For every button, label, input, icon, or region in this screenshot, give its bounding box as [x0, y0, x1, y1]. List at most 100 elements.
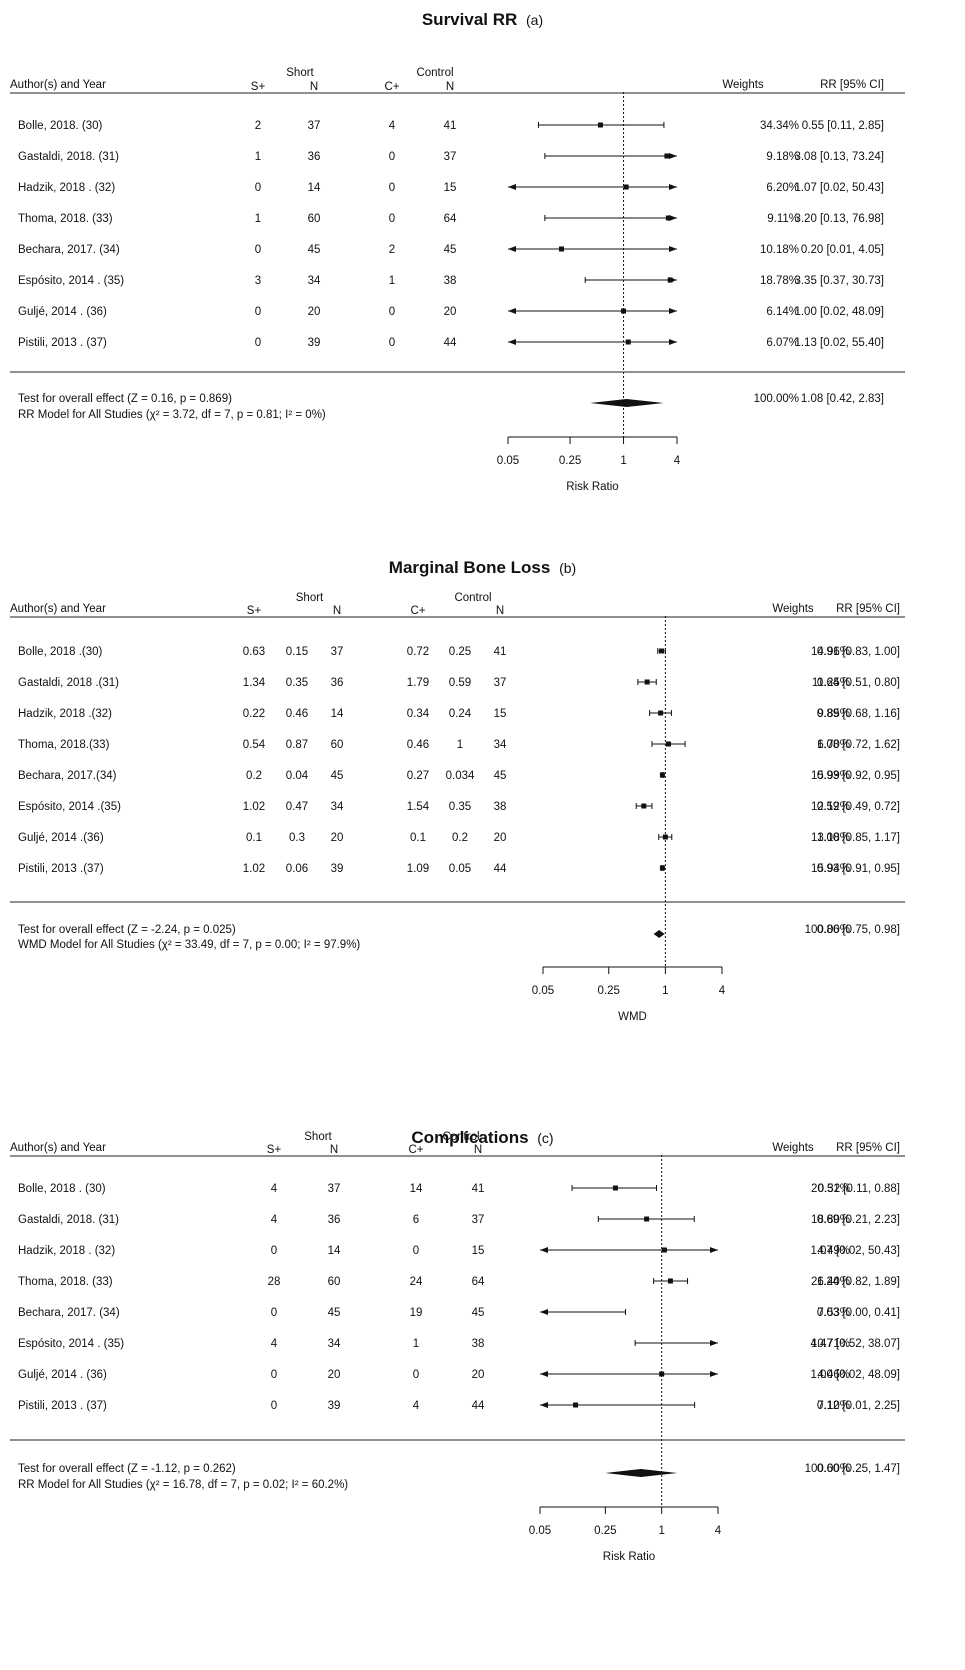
- control-group-value: 44: [472, 1400, 485, 1412]
- header-col-n: N: [333, 605, 341, 617]
- control-group-value: 37: [472, 1214, 485, 1226]
- control-group-value: 1.54: [407, 801, 430, 813]
- study-effect-ci: 3.35 [0.37, 30.73]: [794, 275, 884, 287]
- study-label: Bolle, 2018 . (30): [18, 1183, 106, 1195]
- header-col-n: N: [330, 1144, 338, 1156]
- overall-model-stats: RR Model for All Studies (χ² = 3.72, df …: [18, 409, 326, 421]
- point-estimate: [659, 1371, 665, 1377]
- point-estimate: [641, 803, 647, 809]
- control-group-value: 0.46: [407, 739, 429, 751]
- ci-arrow-right: [669, 308, 677, 314]
- short-group-value: 0.22: [243, 708, 265, 720]
- point-estimate: [659, 772, 665, 778]
- control-group-value: 6: [413, 1214, 419, 1226]
- short-group-value: 0.15: [286, 646, 308, 658]
- short-group-value: 28: [268, 1276, 281, 1288]
- study-effect-ci: 0.89 [0.68, 1.16]: [817, 708, 900, 720]
- control-group-value: 4: [413, 1400, 420, 1412]
- study-label: Guljé, 2014 .(36): [18, 832, 104, 844]
- study-label: Thoma, 2018. (33): [18, 213, 113, 225]
- study-effect-ci: 0.32 [0.11, 0.88]: [818, 1183, 900, 1195]
- header-col-c: C+: [408, 1144, 423, 1156]
- x-tick-label: 0.05: [497, 455, 519, 467]
- overall-effect-ci: 0.86 [0.75, 0.98]: [817, 924, 900, 936]
- ci-arrow-right: [710, 1340, 718, 1346]
- point-estimate: [659, 865, 665, 871]
- forest-plot-bone-loss: Author(s) and Year Short Control S+ N C+ N Weig…: [10, 592, 905, 1023]
- study-weight: 4.49%: [817, 1245, 850, 1257]
- control-group-value: 1: [413, 1338, 419, 1350]
- ci-arrow-left: [508, 246, 516, 252]
- control-group-value: 20: [472, 1369, 485, 1381]
- control-group-value: 24: [410, 1276, 423, 1288]
- study-effect-ci: 0.91 [0.83, 1.00]: [817, 646, 900, 658]
- control-group-value: 64: [472, 1276, 485, 1288]
- study-effect-ci: 1.08 [0.72, 1.62]: [817, 739, 900, 751]
- control-group-value: 20: [494, 832, 507, 844]
- x-tick-label: 0.25: [594, 1525, 616, 1537]
- short-group-value: 45: [328, 1307, 341, 1319]
- header-col-c: C+: [384, 81, 399, 93]
- short-group-value: 36: [308, 151, 321, 163]
- short-group-value: 39: [308, 337, 321, 349]
- control-group-value: 0.27: [407, 770, 429, 782]
- short-group-value: 14: [308, 182, 321, 194]
- study-weight: 10.71%: [811, 1338, 850, 1350]
- study-effect-ci: 0.69 [0.21, 2.23]: [817, 1214, 900, 1226]
- study-weight: 34.34%: [760, 120, 799, 132]
- short-group-value: 3: [255, 275, 261, 287]
- study-weight: 26.40%: [811, 1276, 850, 1288]
- control-group-value: 1: [389, 275, 395, 287]
- short-group-value: 1.34: [243, 677, 266, 689]
- study-effect-ci: 1.00 [0.85, 1.17]: [817, 832, 900, 844]
- control-group-value: 0: [389, 182, 395, 194]
- study-label: Gastaldi, 2018. (31): [18, 1214, 119, 1226]
- point-estimate: [666, 741, 672, 747]
- header-study: Author(s) and Year: [10, 603, 106, 615]
- header-col-n: N: [474, 1144, 482, 1156]
- header-weights: Weights: [772, 1142, 814, 1154]
- ci-arrow-left: [508, 339, 516, 345]
- forest-panel-bone-loss: Marginal Bone Loss (b) Author(s) and Yea…: [0, 555, 965, 1075]
- short-group-value: 37: [331, 646, 344, 658]
- control-group-value: 0.1: [410, 832, 426, 844]
- point-estimate: [662, 834, 668, 840]
- header-col-n: N: [496, 605, 504, 617]
- ci-arrow-right: [669, 246, 677, 252]
- study-label: Thoma, 2018.(33): [18, 739, 110, 751]
- short-group-value: 0: [255, 182, 261, 194]
- header-col-c: C+: [410, 605, 425, 617]
- header-group-control: Control: [454, 592, 491, 604]
- study-effect-ci: 1.00 [0.02, 48.09]: [810, 1369, 900, 1381]
- control-group-value: 0: [413, 1245, 419, 1257]
- overall-effect-ci: 0.60 [0.25, 1.47]: [817, 1463, 900, 1475]
- overall-effect-test: Test for overall effect (Z = -1.12, p = …: [18, 1463, 236, 1475]
- short-group-value: 14: [328, 1245, 341, 1257]
- study-effect-ci: 0.55 [0.11, 2.85]: [802, 120, 884, 132]
- control-group-value: 41: [472, 1183, 485, 1195]
- control-group-value: 1.79: [407, 677, 429, 689]
- x-axis-title: Risk Ratio: [603, 1551, 655, 1563]
- point-estimate: [621, 308, 627, 314]
- header-effect: RR [95% CI]: [836, 603, 900, 615]
- overall-diamond: [590, 399, 664, 407]
- header-group-control: Control: [442, 1131, 479, 1143]
- study-weight: 18.80%: [811, 1214, 850, 1226]
- ci-arrow-left: [540, 1371, 548, 1377]
- header-group-short: Short: [304, 1131, 332, 1143]
- study-weight: 14.96%: [811, 646, 850, 658]
- short-group-value: 45: [308, 244, 321, 256]
- study-label: Espósito, 2014 . (35): [18, 1338, 124, 1350]
- control-group-value: 1: [457, 739, 463, 751]
- control-group-value: 0.2: [452, 832, 468, 844]
- control-group-value: 20: [444, 306, 457, 318]
- study-effect-ci: 0.03 [0.00, 0.41]: [817, 1307, 900, 1319]
- point-estimate: [661, 1247, 667, 1253]
- short-group-value: 20: [331, 832, 344, 844]
- study-label: Bolle, 2018. (30): [18, 120, 103, 132]
- ci-arrow-left: [540, 1309, 548, 1315]
- short-group-value: 39: [328, 1400, 341, 1412]
- overall-weight: 100.00%: [805, 1463, 850, 1475]
- study-effect-ci: 3.08 [0.13, 73.24]: [794, 151, 884, 163]
- header-group-control: Control: [416, 67, 453, 79]
